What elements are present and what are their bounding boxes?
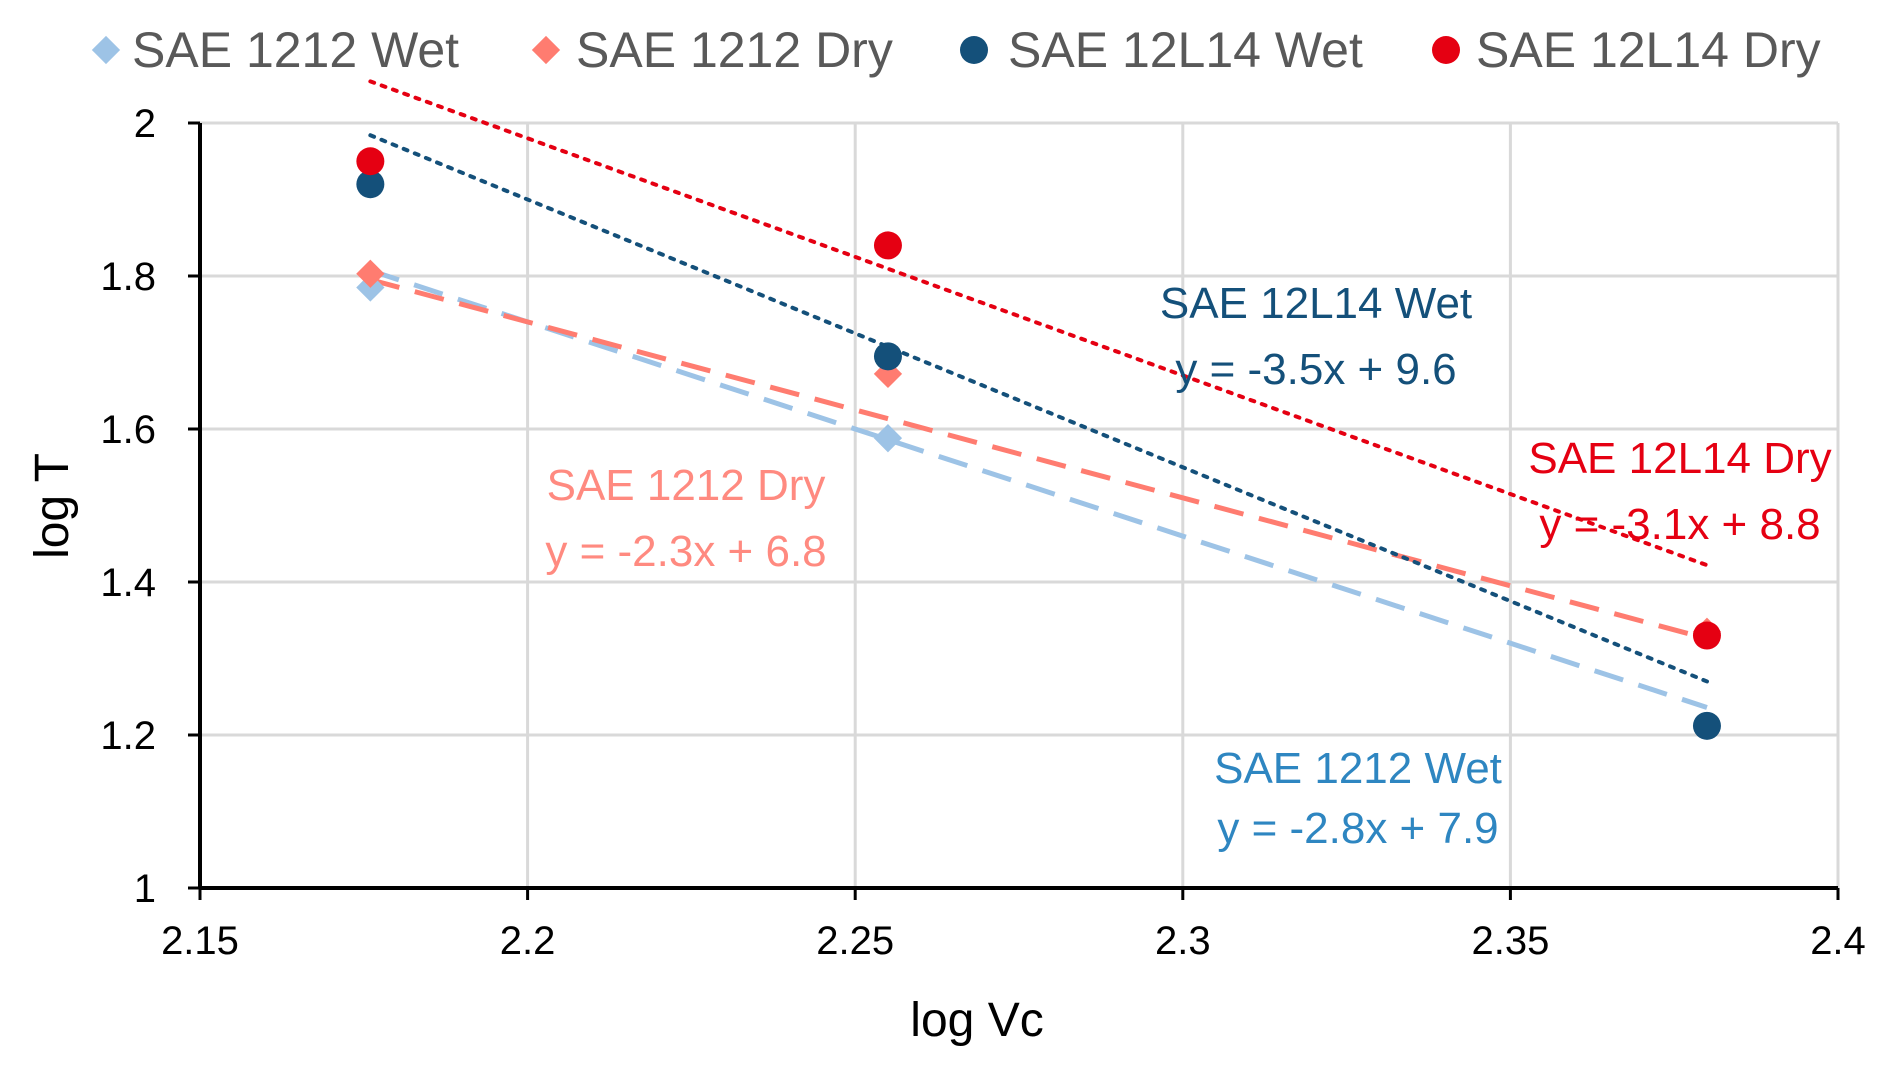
- legend-label-sae-12l14-wet: SAE 12L14 Wet: [1008, 22, 1363, 78]
- x-tick-label: 2.3: [1155, 919, 1211, 963]
- legend-marker-sae-1212-dry: [531, 35, 561, 65]
- annotation-equation-sae-12l14-wet: y = -3.5x + 9.6: [1175, 345, 1456, 394]
- annotation-label-sae-12l14-wet: SAE 12L14 Wet: [1160, 279, 1472, 328]
- annotation-label-sae-1212-wet: SAE 1212 Wet: [1214, 744, 1502, 793]
- trendline-sae-12l14-dry: [368, 79, 1709, 568]
- point-sae-1212-wet-2: [873, 424, 903, 453]
- x-axis-ticks: 2.15 2.2 2.25 2.3 2.35 2.4: [161, 888, 1866, 963]
- legend-marker-sae-1212-wet: [91, 35, 121, 65]
- x-tick-label: 2.4: [1810, 919, 1866, 963]
- legend-item-sae-12l14-wet: SAE 12L14 Wet: [960, 22, 1363, 78]
- legend-marker-sae-12l14-dry: [1432, 36, 1460, 64]
- point-sae-12l14-wet-2: [873, 342, 902, 371]
- point-sae-12l14-wet-3: [1692, 711, 1721, 740]
- point-sae-12l14-dry-2: [873, 231, 902, 260]
- x-tick-label: 2.35: [1471, 919, 1549, 963]
- annotation-sae-1212-dry: SAE 1212 Dry y = -2.3x + 6.8: [545, 461, 826, 576]
- legend-item-sae-1212-wet: SAE 1212 Wet: [91, 22, 459, 78]
- point-sae-12l14-dry-3: [1692, 621, 1721, 650]
- annotation-sae-1212-wet: SAE 1212 Wet y = -2.8x + 7.9: [1214, 744, 1502, 853]
- y-tick-label: 1.8: [100, 255, 156, 299]
- trendline-sae-1212-wet: [369, 268, 1708, 710]
- x-tick-label: 2.25: [816, 919, 894, 963]
- annotation-equation-sae-1212-dry: y = -2.3x + 6.8: [545, 527, 826, 576]
- trendline-sae-12l14-wet: [368, 133, 1709, 684]
- y-tick-label: 1.6: [100, 408, 156, 452]
- y-axis-title: log T: [26, 453, 79, 559]
- annotation-label-sae-1212-dry: SAE 1212 Dry: [547, 461, 826, 510]
- legend-label-sae-1212-wet: SAE 1212 Wet: [132, 22, 459, 78]
- annotation-equation-sae-1212-wet: y = -2.8x + 7.9: [1217, 804, 1498, 853]
- y-axis-ticks: 1 1.2 1.4 1.6 1.8 2: [100, 102, 200, 911]
- annotation-label-sae-12l14-dry: SAE 12L14 Dry: [1528, 434, 1831, 483]
- annotation-sae-12l14-dry: SAE 12L14 Dry y = -3.1x + 8.8: [1528, 434, 1831, 549]
- x-tick-label: 2.2: [500, 919, 556, 963]
- legend-marker-sae-12l14-wet: [960, 36, 988, 64]
- point-sae-12l14-dry-1: [356, 147, 385, 176]
- gridlines: [200, 121, 1840, 888]
- point-sae-12l14-wet-1: [356, 170, 385, 199]
- legend-item-sae-1212-dry: SAE 1212 Dry: [531, 22, 893, 78]
- legend: SAE 1212 Wet SAE 1212 Dry SAE 12L14 Wet …: [91, 22, 1821, 78]
- y-tick-label: 1: [134, 867, 156, 911]
- point-sae-1212-dry-1: [356, 259, 385, 288]
- y-tick-label: 1.2: [100, 714, 156, 758]
- y-tick-label: 2: [134, 102, 156, 146]
- legend-label-sae-1212-dry: SAE 1212 Dry: [576, 22, 893, 78]
- legend-item-sae-12l14-dry: SAE 12L14 Dry: [1432, 22, 1821, 78]
- trendline-sae-1212-dry: [369, 277, 1708, 642]
- annotation-sae-12l14-wet: SAE 12L14 Wet y = -3.5x + 9.6: [1160, 279, 1472, 394]
- legend-label-sae-12l14-dry: SAE 12L14 Dry: [1476, 22, 1821, 78]
- y-tick-label: 1.4: [100, 561, 156, 605]
- annotation-equation-sae-12l14-dry: y = -3.1x + 8.8: [1539, 500, 1820, 549]
- trendlines: [368, 79, 1709, 710]
- x-tick-label: 2.15: [161, 919, 239, 963]
- data-points: [356, 147, 1722, 740]
- x-axis-title: log Vc: [910, 994, 1043, 1047]
